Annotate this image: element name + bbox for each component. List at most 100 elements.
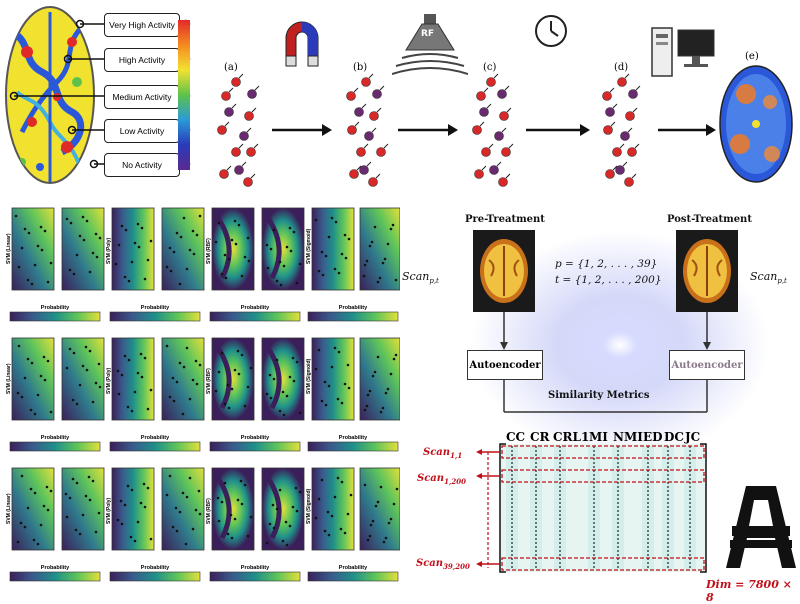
svm-sample-point [266,266,270,270]
svm-sample-point [226,383,230,387]
probability-colorbar [209,311,301,322]
spin-vector [619,143,625,149]
svm-sample-point [321,273,325,277]
row-label-scan-1-200: Scan1,200 [417,473,466,486]
spin-particle [489,165,499,175]
svm-sample-point [175,380,179,384]
svm-panel-title: SVM (Sigmoid) [306,358,312,394]
svm-sample-point [169,269,173,273]
svm-sample-point [133,390,137,394]
svm-sample-point [217,519,221,523]
probability-colorbar [307,441,399,452]
svm-sample-point [23,525,27,529]
svm-sample-point [392,502,396,506]
post-treatment-label: Post-Treatment [667,214,752,225]
svm-sample-point [33,491,37,495]
svm-sample-point [298,490,302,494]
svm-sample-point [317,269,321,273]
dimension-label: Dim = 7800 × 8 [706,578,792,604]
svm-sample-point [227,257,231,261]
svm-sample-point [65,366,69,370]
svm-sample-point [243,404,247,408]
svm-panel-title: SVM (Sigmoid) [306,228,312,264]
row-pointer-head [476,449,482,455]
svm-sample-point [340,480,344,484]
spin-vector [246,127,252,133]
svm-sample-point [285,543,289,547]
svm-sample-point [224,276,228,280]
svm-decision-panel [359,337,400,421]
svm-panel-title: SVM (Linear) [6,233,12,264]
spin-particle [494,131,504,141]
spin-vector [504,85,510,91]
svm-sample-point [333,267,337,271]
svm-panel-title: SVM (Linear) [6,493,12,524]
svm-sample-point [278,260,282,264]
process-arrowhead [580,124,590,136]
row-label-2-main: Scan [417,473,445,484]
svm-sample-point [394,353,398,357]
spin-particle [603,125,613,135]
svm-sample-point [68,268,72,272]
svm-sample-point [330,514,334,518]
spin-particle [346,91,356,101]
spin-particle [349,169,359,179]
svm-panel-fill [359,467,400,551]
colorbar-title: Probability [241,305,270,311]
svm-sample-point [198,512,202,516]
svm-sample-point [17,344,21,348]
svm-sample-point [39,523,43,527]
svm-panel-fill [311,207,355,291]
spin-vector [612,103,618,109]
svm-sample-point [191,378,195,382]
svm-sample-point [98,385,102,389]
svm-sample-point [246,385,250,389]
spin-vector [483,87,489,93]
svm-sample-point [383,257,387,261]
svm-sample-point [278,409,282,413]
spin-vector [379,85,385,91]
probability-colorbar [9,311,101,322]
legend-very-high: Very High Activity [104,13,180,37]
svm-sample-point [346,512,350,516]
svm-sample-point [226,532,230,536]
svm-sample-point [16,540,20,544]
svm-decision-panel [359,207,400,291]
svm-decision-boundary [215,476,232,540]
spin-particle [479,107,489,117]
col-header-cr: CR [530,430,550,444]
svm-sample-point [94,381,98,385]
svm-sample-point [88,349,92,353]
svm-decision-panel: SVM (Sigmoid) [306,337,355,421]
row-label-3-main: Scan [416,558,444,569]
spin-particle [364,131,374,141]
spin-vector [251,107,257,113]
clock-icon [535,15,567,47]
svm-decision-panel: SVM (Sigmoid) [306,207,355,291]
svm-sample-point [120,373,124,377]
spin-particle [628,89,638,99]
svm-sample-point [268,522,272,526]
svm-sample-point [126,405,130,409]
svm-sample-point [240,502,244,506]
svm-decision-panel [61,467,105,551]
svm-sample-point [237,223,241,227]
svm-sample-point [288,375,292,379]
colorbar-title: Probability [41,305,70,311]
svm-sample-point [14,214,18,218]
svm-sample-point [230,536,234,540]
spin-particle [239,131,249,141]
svm-sample-point [336,476,340,480]
spin-particle [347,125,357,135]
spin-particle [617,77,627,87]
svm-sample-point [330,216,334,220]
svm-sample-point [127,358,131,362]
spin-vector [627,127,633,133]
stage-label-e: (e) [745,51,759,62]
svm-sample-point [395,487,399,491]
svm-sample-point [214,240,218,244]
svm-sample-point [43,378,47,382]
svm-sample-point [233,219,237,223]
svm-sample-point [336,397,340,401]
spin-vector [610,121,616,127]
